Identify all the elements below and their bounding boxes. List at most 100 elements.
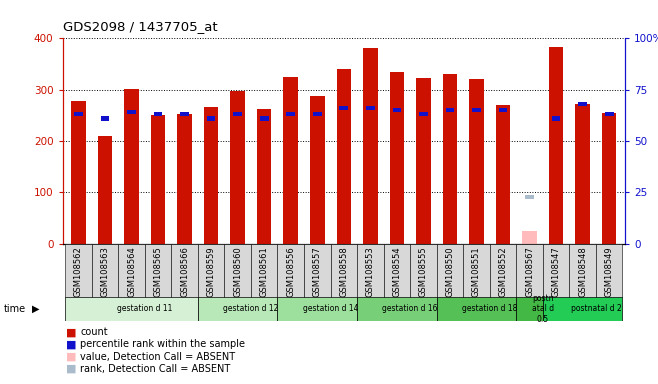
Text: value, Detection Call = ABSENT: value, Detection Call = ABSENT: [80, 352, 236, 362]
Text: GSM108567: GSM108567: [525, 247, 534, 297]
Bar: [204, 107, 218, 244]
Bar: [74, 113, 83, 116]
Text: gestation d 12: gestation d 12: [223, 304, 278, 313]
Bar: [251, 244, 278, 298]
Bar: [578, 102, 587, 106]
Text: gestation d 18: gestation d 18: [462, 304, 517, 313]
Text: GSM108549: GSM108549: [605, 247, 614, 297]
Text: ■: ■: [66, 327, 76, 337]
Bar: [384, 244, 410, 298]
Text: GSM108548: GSM108548: [578, 247, 587, 297]
Bar: [65, 297, 198, 321]
Bar: [416, 78, 431, 244]
Text: count: count: [80, 327, 108, 337]
Text: GSM108555: GSM108555: [419, 247, 428, 297]
Bar: [171, 244, 198, 298]
Text: GSM108550: GSM108550: [445, 247, 455, 297]
Bar: [499, 108, 507, 113]
Text: GSM108564: GSM108564: [127, 247, 136, 297]
Bar: [101, 116, 109, 121]
Bar: [313, 113, 322, 116]
Bar: [357, 244, 384, 298]
Text: rank, Detection Call = ABSENT: rank, Detection Call = ABSENT: [80, 364, 230, 374]
Text: GSM108563: GSM108563: [101, 247, 109, 297]
Bar: [198, 244, 224, 298]
Text: postn
atal d
0.5: postn atal d 0.5: [532, 294, 554, 324]
Bar: [127, 110, 136, 114]
Bar: [525, 195, 534, 199]
Bar: [97, 136, 113, 244]
Bar: [443, 74, 457, 244]
Text: ■: ■: [66, 352, 76, 362]
Bar: [437, 297, 517, 321]
Text: GSM108547: GSM108547: [551, 247, 561, 297]
Bar: [145, 244, 171, 298]
Text: GSM108560: GSM108560: [233, 247, 242, 297]
Bar: [180, 113, 189, 116]
Text: GSM108556: GSM108556: [286, 247, 295, 297]
Text: GSM108552: GSM108552: [499, 247, 507, 297]
Bar: [357, 297, 437, 321]
Bar: [522, 231, 537, 244]
Bar: [336, 69, 351, 244]
Text: GDS2098 / 1437705_at: GDS2098 / 1437705_at: [63, 20, 217, 33]
Text: gestation d 14: gestation d 14: [303, 304, 359, 313]
Text: GSM108558: GSM108558: [340, 247, 348, 297]
Bar: [310, 96, 324, 244]
Bar: [154, 113, 163, 116]
Bar: [118, 244, 145, 298]
Bar: [469, 79, 484, 244]
Bar: [472, 108, 481, 113]
Bar: [304, 244, 330, 298]
Text: GSM108557: GSM108557: [313, 247, 322, 297]
Bar: [419, 113, 428, 116]
Text: GSM108559: GSM108559: [207, 247, 216, 297]
Bar: [575, 104, 590, 244]
Bar: [602, 113, 617, 244]
Bar: [366, 106, 374, 110]
Text: gestation d 16: gestation d 16: [382, 304, 438, 313]
Bar: [207, 116, 216, 121]
Bar: [65, 244, 91, 298]
Bar: [490, 244, 517, 298]
Bar: [278, 297, 357, 321]
Text: percentile rank within the sample: percentile rank within the sample: [80, 339, 245, 349]
Text: GSM108554: GSM108554: [392, 247, 401, 297]
Text: ▶: ▶: [32, 304, 39, 314]
Text: GSM108553: GSM108553: [366, 247, 375, 297]
Bar: [437, 244, 463, 298]
Bar: [569, 244, 596, 298]
Bar: [260, 116, 268, 121]
Bar: [257, 109, 272, 244]
Bar: [495, 105, 511, 244]
Text: GSM108566: GSM108566: [180, 247, 189, 297]
Bar: [284, 77, 298, 244]
Text: GSM108562: GSM108562: [74, 247, 83, 297]
Text: postnatal d 2: postnatal d 2: [570, 304, 621, 313]
Bar: [198, 297, 278, 321]
Bar: [517, 297, 543, 321]
Bar: [445, 108, 454, 113]
Bar: [71, 101, 86, 244]
Text: gestation d 11: gestation d 11: [117, 304, 172, 313]
Bar: [517, 244, 543, 298]
Bar: [596, 244, 622, 298]
Bar: [177, 114, 192, 244]
Bar: [363, 48, 378, 244]
Bar: [286, 113, 295, 116]
Bar: [234, 113, 242, 116]
Text: ■: ■: [66, 339, 76, 349]
Bar: [393, 108, 401, 113]
Text: ■: ■: [66, 364, 76, 374]
Bar: [330, 244, 357, 298]
Bar: [543, 297, 622, 321]
Text: time: time: [3, 304, 26, 314]
Bar: [543, 244, 569, 298]
Bar: [151, 115, 165, 244]
Bar: [278, 244, 304, 298]
Bar: [390, 72, 404, 244]
Bar: [224, 244, 251, 298]
Bar: [124, 89, 139, 244]
Bar: [605, 113, 613, 116]
Bar: [91, 244, 118, 298]
